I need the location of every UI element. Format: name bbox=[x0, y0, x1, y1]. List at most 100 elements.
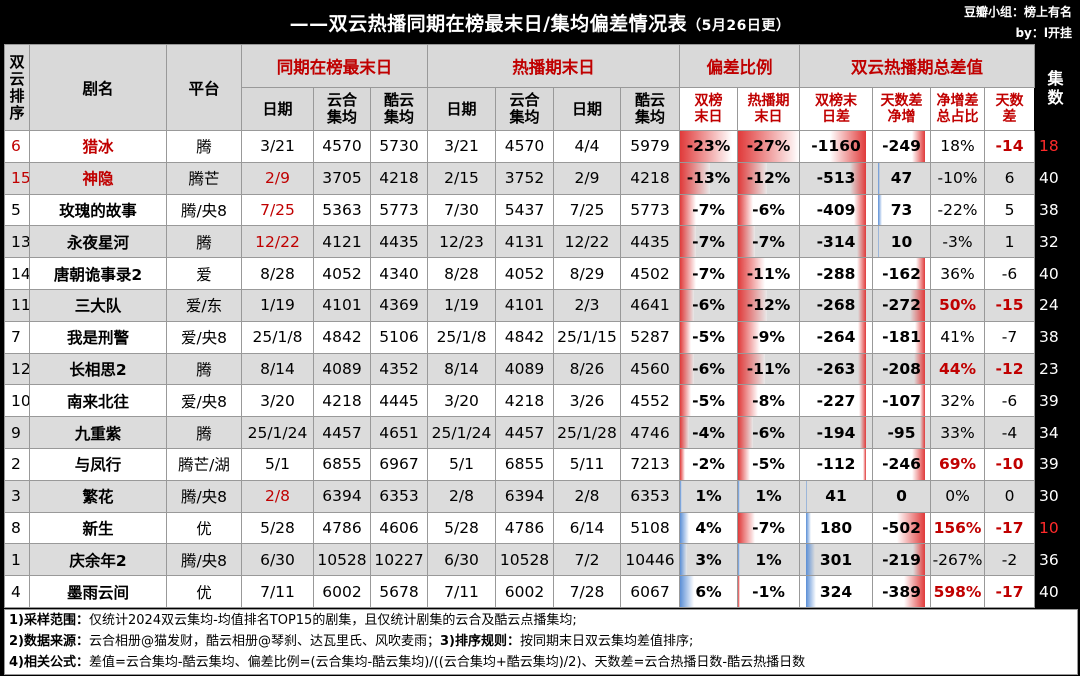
table-row: 3 繁花 腾/央8 2/8 6394 6353 2/8 6394 2/8 6353 1% 1% 41 0 0… bbox=[4, 479, 1078, 513]
cell-hot-yunhe: 4089 bbox=[495, 352, 555, 386]
cell-hot-kuyun: 7213 bbox=[620, 447, 681, 481]
cell-sync-date: 8/14 bbox=[241, 352, 314, 386]
data-bar bbox=[858, 322, 867, 353]
cell-hot-date2: 12/22 bbox=[553, 225, 622, 259]
cell-diff-a-value: -264 bbox=[816, 328, 856, 347]
cell-rank: 14 bbox=[4, 257, 30, 290]
cell-episodes: 40 bbox=[1034, 575, 1078, 608]
title-date: （5月26日更） bbox=[687, 18, 791, 34]
cell-sync-kuyun: 4352 bbox=[369, 352, 429, 386]
cell-diff-a-value: -513 bbox=[816, 169, 856, 188]
data-bar bbox=[738, 544, 741, 575]
data-bar bbox=[920, 417, 926, 448]
cell-ratio-a: 1% bbox=[679, 479, 739, 513]
cell-episodes: 39 bbox=[1034, 447, 1078, 481]
cell-sync-yunhe: 10528 bbox=[313, 543, 371, 577]
cell-sync-yunhe: 6394 bbox=[313, 479, 371, 513]
data-bar bbox=[738, 131, 799, 162]
cell-sync-date: 25/1/8 bbox=[241, 320, 314, 354]
cell-diff-b-value: -219 bbox=[882, 550, 921, 569]
header-diff-b: 天数差净增 bbox=[872, 87, 932, 131]
cell-hot-date2: 6/14 bbox=[553, 511, 622, 545]
cell-diff-a-value: 301 bbox=[819, 550, 853, 569]
header-name: 剧名 bbox=[29, 44, 167, 131]
cell-hot-kuyun: 5979 bbox=[620, 130, 681, 163]
header-sync-date: 日期 bbox=[241, 87, 314, 131]
cell-sync-yunhe: 4101 bbox=[313, 288, 371, 322]
cell-hot-date2: 7/2 bbox=[553, 543, 622, 577]
header-ratio-a-text: 双榜末日 bbox=[694, 93, 723, 125]
data-bar bbox=[738, 513, 756, 543]
data-bar bbox=[738, 576, 741, 607]
data-bar bbox=[680, 576, 694, 607]
cell-sync-kuyun: 4369 bbox=[369, 288, 429, 322]
cell-ratio-a: -23% bbox=[679, 130, 739, 163]
cell-diff-a-value: -263 bbox=[816, 359, 856, 378]
cell-ratio-b: 1% bbox=[737, 543, 801, 577]
cell-ratio-b-value: -27% bbox=[746, 137, 791, 156]
cell-sync-yunhe: 4842 bbox=[313, 320, 371, 354]
cell-sync-date: 6/30 bbox=[241, 543, 314, 577]
cell-hot-date1: 6/30 bbox=[427, 543, 497, 577]
cell-diff-c: -3% bbox=[930, 225, 986, 259]
cell-hot-date1: 25/1/8 bbox=[427, 320, 497, 354]
cell-ratio-a: -7% bbox=[679, 225, 739, 259]
header-ratio-a: 双榜末日 bbox=[679, 87, 739, 131]
cell-diff-c: 18% bbox=[930, 130, 986, 163]
cell-sync-date: 12/22 bbox=[241, 225, 314, 259]
cell-name: 庆余年2 bbox=[29, 543, 167, 577]
data-bar bbox=[859, 385, 867, 416]
cell-hot-date1: 25/1/24 bbox=[427, 416, 497, 449]
cell-diff-a-value: 180 bbox=[819, 518, 853, 537]
cell-ratio-b-value: -7% bbox=[752, 518, 785, 537]
cell-episodes: 23 bbox=[1034, 352, 1078, 386]
cell-diff-a: 324 bbox=[799, 575, 874, 608]
cell-episodes: 34 bbox=[1034, 416, 1078, 449]
cell-platform: 腾 bbox=[166, 225, 242, 259]
cell-diff-c: -267% bbox=[930, 543, 986, 577]
page-title: ——双云热播同期在榜最末日/集均偏差情况表（5月26日更） bbox=[0, 9, 1080, 36]
cell-platform: 腾芒/湖 bbox=[166, 447, 242, 481]
cell-diff-a: -409 bbox=[799, 193, 874, 227]
data-bar bbox=[680, 195, 696, 225]
cell-diff-b: -107 bbox=[872, 384, 932, 418]
footnote-4-text: 差值=云合集均-酷云集均、偏差比例=(云合集均-酷云集均)/((云合集均+酷云集… bbox=[89, 655, 806, 670]
cell-diff-d: -4 bbox=[984, 416, 1036, 449]
title-main: ——双云热播同期在榜最末日/集均偏差情况表 bbox=[289, 13, 688, 35]
cell-hot-date1: 5/28 bbox=[427, 511, 497, 545]
cell-platform: 腾芒 bbox=[166, 161, 242, 195]
cell-diff-b-value: 47 bbox=[890, 169, 913, 188]
cell-hot-date2: 5/11 bbox=[553, 447, 622, 481]
cell-ratio-a: -6% bbox=[679, 352, 739, 386]
credit-group: 豆瓣小组：榜上有名 bbox=[963, 5, 1072, 19]
cell-sync-kuyun: 4606 bbox=[369, 511, 429, 545]
cell-hot-kuyun: 4218 bbox=[620, 161, 681, 195]
cell-diff-b-value: -208 bbox=[882, 359, 921, 378]
cell-hot-date1: 7/30 bbox=[427, 193, 497, 227]
cell-platform: 爱/央8 bbox=[166, 320, 242, 354]
cell-ratio-b: -7% bbox=[737, 511, 801, 545]
cell-diff-b: -162 bbox=[872, 257, 932, 290]
data-bar bbox=[680, 513, 690, 543]
data-bar bbox=[919, 385, 926, 416]
data-bar bbox=[738, 417, 753, 448]
footnote-2: 2)数据来源：云合相册@猫发财，酷云相册@琴刹、达瓦里氏、风吹麦雨；3)排序规则… bbox=[5, 631, 1077, 652]
cell-rank: 7 bbox=[4, 320, 30, 354]
cell-hot-kuyun: 4502 bbox=[620, 257, 681, 290]
cell-diff-a: 301 bbox=[799, 543, 874, 577]
cell-ratio-b-value: -12% bbox=[746, 169, 791, 188]
cell-sync-date: 25/1/24 bbox=[241, 416, 314, 449]
header-hot-kuyun-text: 酷云集均 bbox=[635, 91, 666, 126]
header-diff-c-text: 净增差总占比 bbox=[936, 93, 979, 125]
cell-name: 新生 bbox=[29, 511, 167, 545]
cell-diff-b-value: -95 bbox=[887, 423, 916, 442]
cell-ratio-a: -7% bbox=[679, 193, 739, 227]
cell-name: 唐朝诡事录2 bbox=[29, 257, 167, 290]
data-table: 双云排序 剧名 平台 同期在榜最末日 热播期末日 偏差比例 双云热播期总差值 集… bbox=[4, 44, 1078, 608]
table-row: 1 庆余年2 腾/央8 6/30 10528 10227 6/30 10528 7/2 10446… bbox=[4, 543, 1078, 577]
cell-ratio-a-value: -7% bbox=[692, 200, 725, 219]
cell-diff-a: -268 bbox=[799, 288, 874, 322]
cell-ratio-a: -5% bbox=[679, 320, 739, 354]
cell-ratio-a-value: -7% bbox=[692, 232, 725, 251]
cell-ratio-b: -8% bbox=[737, 384, 801, 418]
